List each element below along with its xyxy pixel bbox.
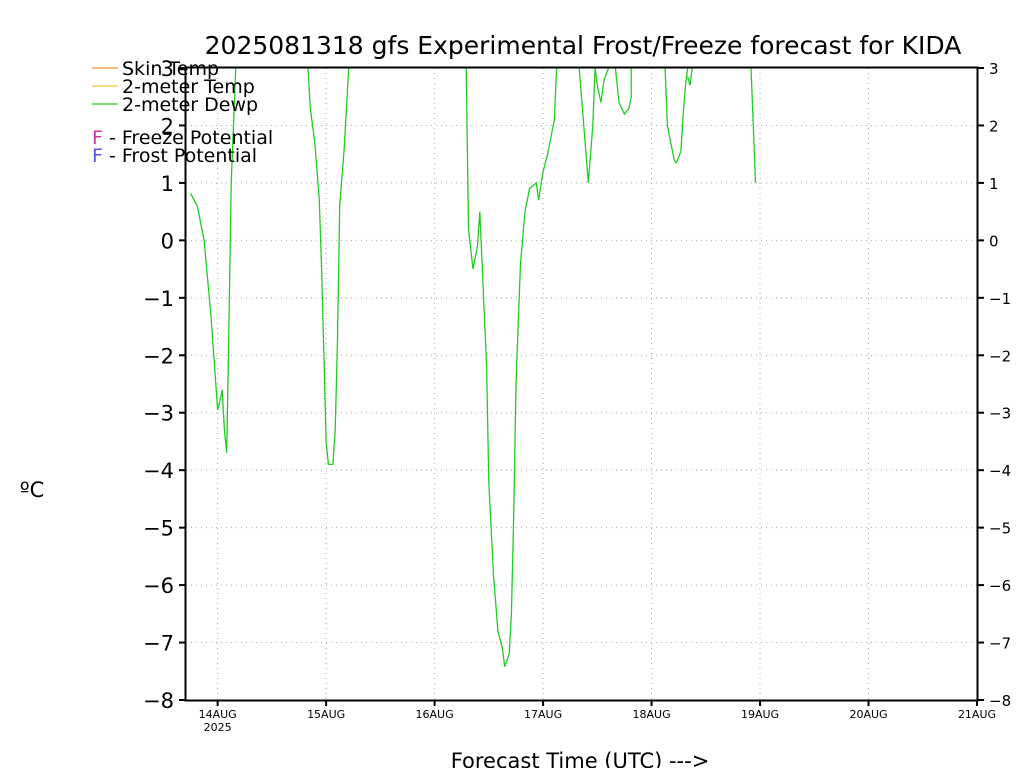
series-line-dewpoint [687, 68, 693, 86]
x-tick-label: 14AUG [199, 708, 237, 721]
x-tick-label: 21AUG [958, 708, 996, 721]
legend-label: 2-meter Temp [122, 76, 255, 98]
series-line-dewpoint [578, 68, 596, 183]
x-tick-label: 15AUG [307, 708, 345, 721]
series-line-dewpoint [594, 68, 610, 103]
x-tick-label: 18AUG [633, 708, 671, 721]
y-tick-label-right: 0 [989, 232, 999, 250]
x-axis-label: Forecast Time (UTC) ---> [451, 749, 710, 768]
ytick-layer: 3 3 2 2 1 1 0 0 −1 −1 −2 −2 −3 −3 −4 −4 −5 −5 −6 −6 −7 −7 −8 −8 [143, 57, 1011, 713]
series-line-dewpoint [664, 68, 689, 165]
y-tick-label-left: 0 [161, 229, 174, 253]
y-tick-label-left: −6 [143, 574, 174, 598]
series-line-dewpoint [614, 68, 632, 116]
x-tick-label: 19AUG [741, 708, 779, 721]
potential-legend-label: F - Frost Potential [92, 145, 257, 167]
y-tick-label-right: −2 [989, 347, 1011, 365]
y-tick-label-right: −8 [989, 692, 1011, 710]
y-tick-label-right: −6 [989, 577, 1011, 595]
y-tick-label-right: 2 [989, 117, 999, 135]
y-tick-label-left: 1 [161, 172, 174, 196]
y-tick-label-left: −8 [143, 689, 174, 713]
potential-legend-label: F - Freeze Potential [92, 127, 273, 149]
series-line-dewpoint [465, 68, 558, 667]
x-tick-label: 20AUG [849, 708, 887, 721]
x-tick-sublabel: 2025 [204, 721, 232, 734]
legend-label: 2-meter Dewp [122, 94, 258, 116]
series-line-dewpoint [189, 68, 237, 453]
y-tick-label-left: −2 [143, 344, 174, 368]
potential-legend-letter: F [92, 145, 103, 167]
y-tick-label-right: −5 [989, 520, 1011, 538]
y-axis-label: ºC [20, 478, 45, 502]
chart-title: 2025081318 gfs Experimental Frost/Freeze… [205, 31, 962, 60]
y-tick-label-left: −7 [143, 632, 174, 656]
plot-frame [184, 66, 979, 702]
x-tick-label: 16AUG [416, 708, 454, 721]
y-tick-label-right: 3 [989, 60, 999, 78]
y-tick-label-left: 3 [161, 57, 174, 81]
y-tick-label-right: −4 [989, 462, 1011, 480]
y-tick-label-right: 1 [989, 175, 999, 193]
series-line-dewpoint [750, 68, 757, 183]
y-tick-label-left: −1 [143, 287, 174, 311]
potential-legend-letter: F [92, 127, 103, 149]
series-layer [189, 68, 757, 667]
y-tick-label-right: −3 [989, 405, 1011, 423]
y-tick-label-left: −3 [143, 402, 174, 426]
y-tick-label-left: −5 [143, 517, 174, 541]
series-line-dewpoint [307, 68, 350, 466]
legend-label: Skin Temp [122, 58, 219, 80]
grid-layer [186, 68, 978, 700]
potential-legend-text: - Frost Potential [103, 145, 257, 167]
y-tick-label-left: −4 [143, 459, 174, 483]
potential-legend-text: - Freeze Potential [103, 127, 273, 149]
y-tick-label-right: −7 [989, 635, 1011, 653]
x-tick-label: 17AUG [524, 708, 562, 721]
y-tick-label-right: −1 [989, 290, 1011, 308]
y-tick-label-left: 2 [161, 114, 174, 138]
